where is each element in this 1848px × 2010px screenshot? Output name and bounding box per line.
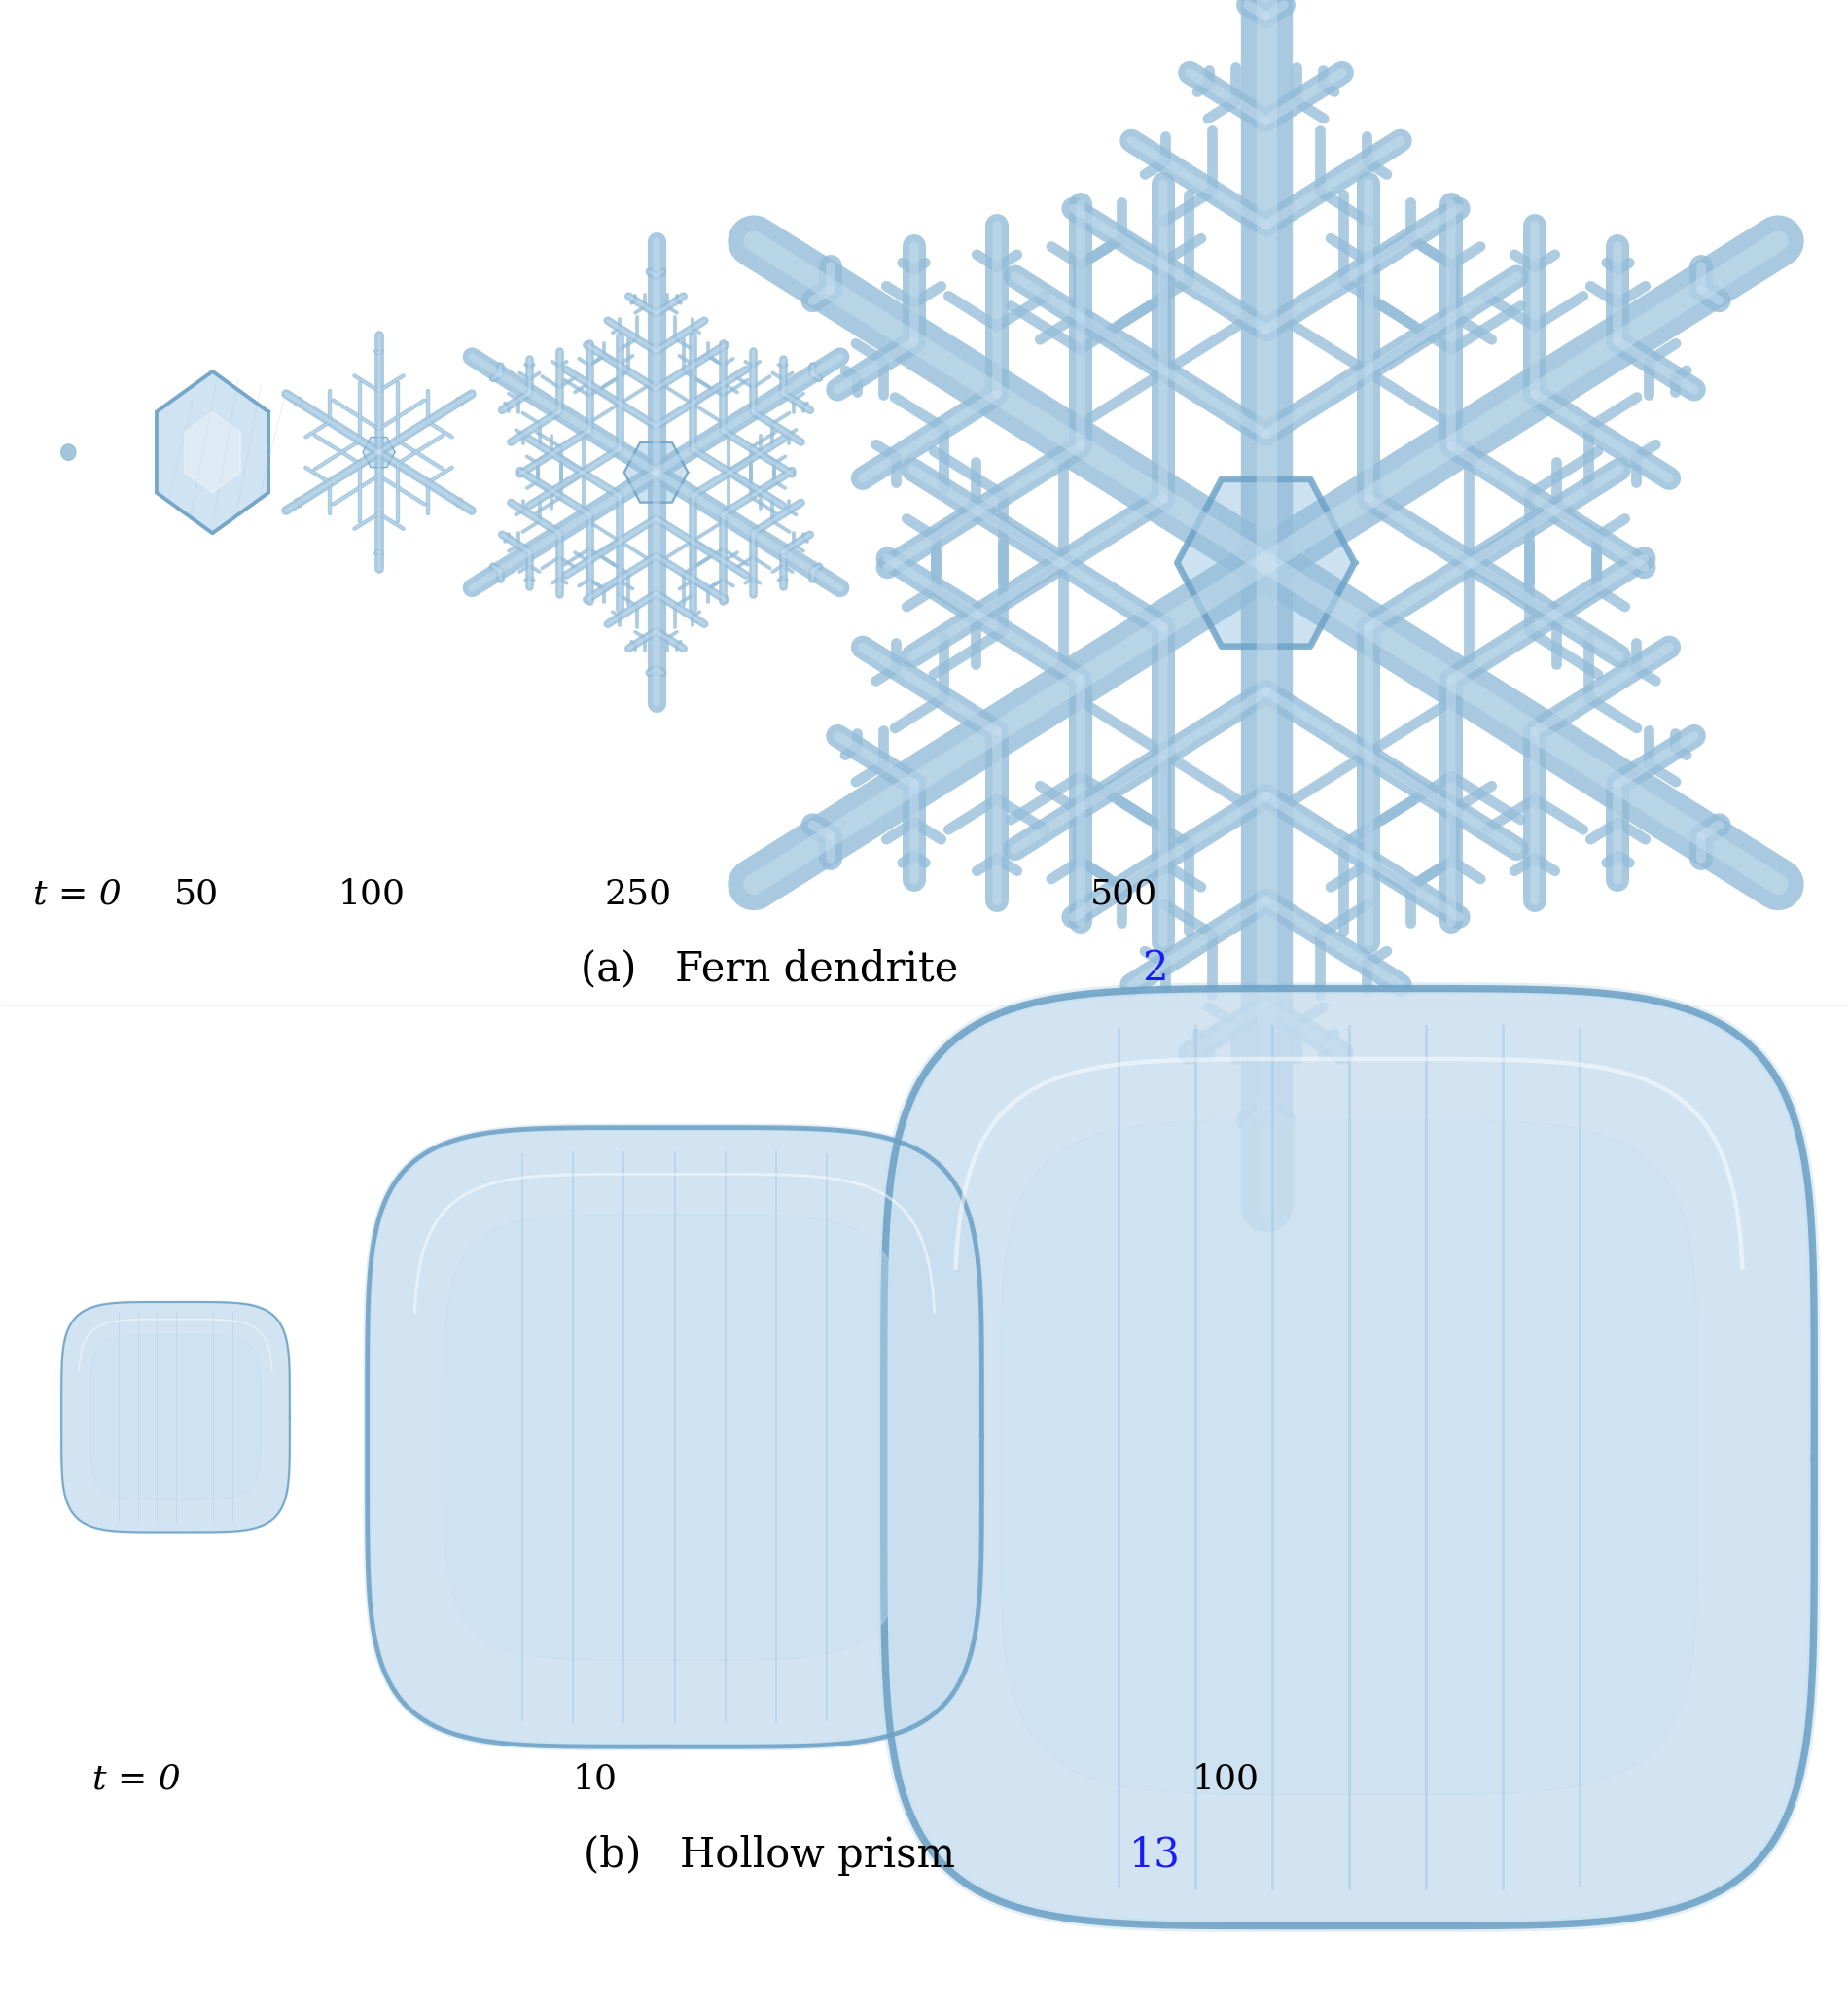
Text: 2: 2 <box>1142 949 1168 989</box>
Text: (a)   Fern dendrite: (a) Fern dendrite <box>580 949 972 989</box>
Polygon shape <box>883 989 1815 1926</box>
Circle shape <box>61 444 76 460</box>
Polygon shape <box>362 436 395 468</box>
Text: 13: 13 <box>1129 1835 1181 1875</box>
Text: 10: 10 <box>573 1763 617 1795</box>
Text: 100: 100 <box>338 878 405 911</box>
Polygon shape <box>91 1335 261 1499</box>
Polygon shape <box>1177 478 1355 647</box>
Polygon shape <box>61 1302 290 1532</box>
Polygon shape <box>444 1214 906 1660</box>
Text: (b)   Hollow prism: (b) Hollow prism <box>584 1835 968 1875</box>
Polygon shape <box>1000 1120 1698 1795</box>
Polygon shape <box>625 442 687 502</box>
Text: t = 0: t = 0 <box>33 878 122 911</box>
Text: 500: 500 <box>1090 878 1157 911</box>
Polygon shape <box>368 1128 981 1747</box>
Text: 50: 50 <box>174 878 218 911</box>
Text: 100: 100 <box>1192 1763 1258 1795</box>
Polygon shape <box>185 412 240 492</box>
Polygon shape <box>157 372 268 533</box>
Text: 250: 250 <box>604 878 671 911</box>
Text: t = 0: t = 0 <box>92 1763 181 1795</box>
